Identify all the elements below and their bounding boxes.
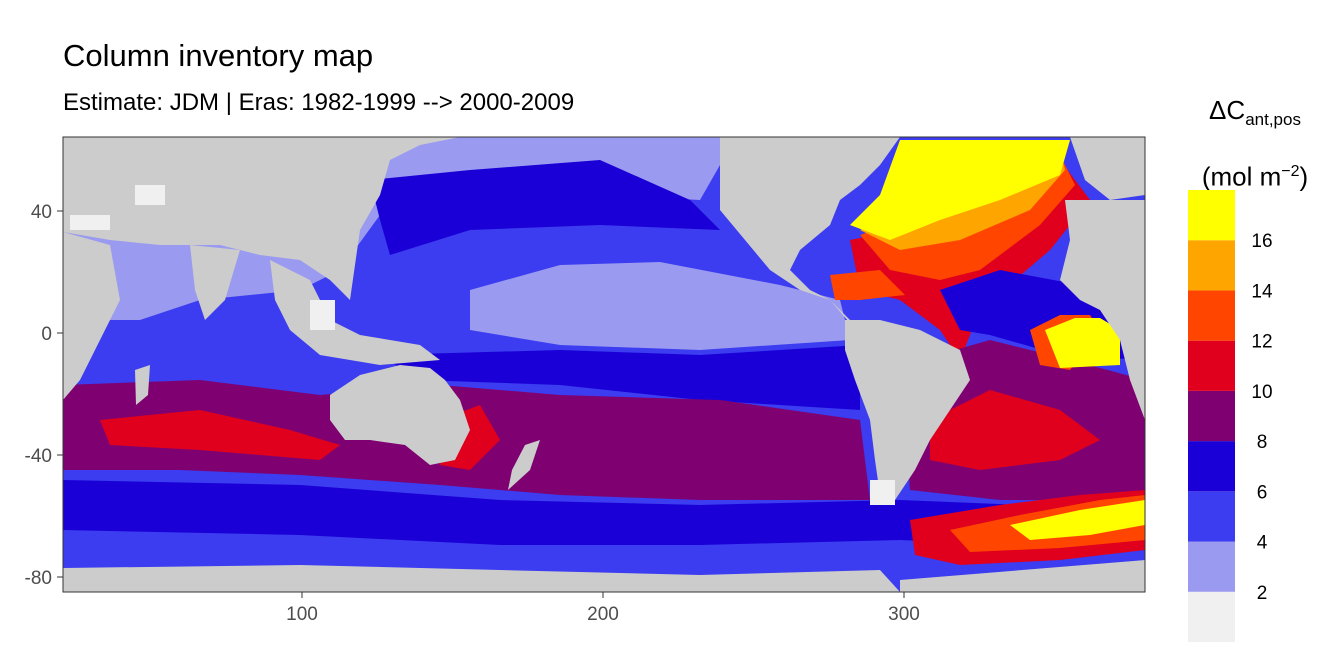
map-panel [63,137,1145,592]
land-australia [330,365,470,465]
y-tick-label: 40 [31,202,52,223]
legend-swatch [1188,541,1235,592]
legend-break-label: 8 [1257,432,1268,453]
x-axis: 100 200 300 [286,592,920,625]
legend-swatch [1188,441,1235,492]
land-antarctica [63,565,900,592]
region-wafrica-yellow [1045,318,1120,368]
panel-border [62,136,1146,593]
legend-break-label: 6 [1257,482,1268,503]
region-weddell-yellow [1010,500,1145,540]
land-namerica [720,137,900,335]
y-tick-label: 0 [41,324,52,345]
x-tick-label: 100 [286,604,318,625]
land-samerica [845,320,970,500]
legend-break-label: 12 [1251,332,1272,353]
land-africa-east [63,232,120,400]
land-antarctica-right [900,560,1145,592]
x-tick-label: 300 [888,604,920,625]
legend-break-label: 14 [1251,281,1273,302]
legend-title-line1: ΔCant,pos [1209,95,1301,130]
region-satl-red [930,390,1100,470]
x-tick-label: 200 [587,604,619,625]
legend-colorbar [1188,190,1235,642]
land-india [190,245,240,320]
legend-labels: 2 4 6 8 10 12 14 16 [1251,231,1273,604]
region-tropic-dark [380,345,860,410]
legend-break-label: 16 [1251,231,1272,252]
land [63,137,1145,592]
y-axis: 40 0 -40 -80 [25,202,63,589]
region-indian-red [100,410,340,460]
land-greenland [1070,137,1145,200]
y-tick-label: -40 [25,446,52,467]
legend-break-label: 4 [1257,533,1268,554]
legend-swatch [1188,190,1235,241]
region-caribbean-orange [830,270,905,300]
region-npacific-gyre-light [470,262,850,350]
legend-break-label: 10 [1251,382,1272,403]
legend-swatch [1188,240,1235,291]
region-natl-yellow [850,140,1070,240]
legend-swatch [1188,290,1235,341]
map-subtitle: Estimate: JDM | Eras: 1982-1999 --> 2000… [63,89,575,116]
legend-swatch [1188,591,1235,642]
land-eurasia [63,137,460,300]
legend-title-line2: (mol m−2) [1201,161,1309,192]
land-nz [508,440,540,490]
low-value-patches [70,185,895,505]
legend-swatch [1188,390,1235,442]
legend-swatch [1188,491,1235,542]
region-southern-dark [63,480,1145,550]
legend-break-label: 2 [1257,583,1268,604]
region-npacific-dark [370,160,720,255]
land-madagascar [135,365,150,405]
land-africa-west [1060,200,1145,420]
legend-swatch [1188,340,1235,391]
legend-title: ΔCant,pos (mol m−2) [1180,84,1330,203]
y-tick-label: -80 [25,568,52,589]
land-seasia [270,260,440,365]
map-title: Column inventory map [63,38,374,73]
